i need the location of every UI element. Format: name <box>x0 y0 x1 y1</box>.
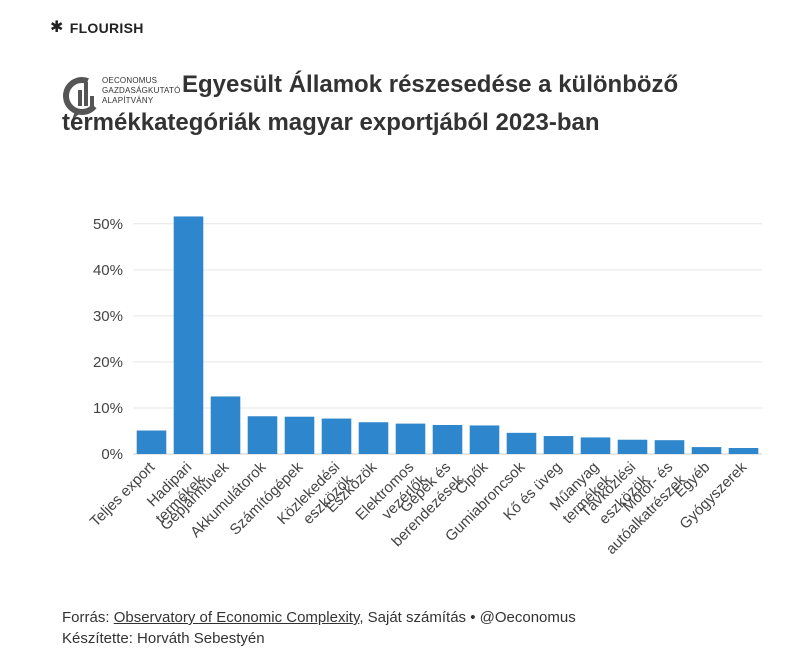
source-line: Forrás: Observatory of Economic Complexi… <box>62 609 576 626</box>
flourish-brand[interactable]: ✱ FLOURISH <box>50 19 144 37</box>
bar <box>506 432 537 454</box>
author-line: Készítette: Horváth Sebestyén <box>62 630 265 647</box>
bar <box>395 423 426 454</box>
y-tick-label: 30% <box>93 308 123 325</box>
bar <box>543 436 574 454</box>
bar <box>617 439 648 454</box>
bar <box>358 422 389 454</box>
oeconomus-logo-icon <box>63 77 101 120</box>
asterisk-icon: ✱ <box>50 19 64 36</box>
y-tick-label: 0% <box>101 446 123 463</box>
bar <box>469 425 500 454</box>
bar <box>728 448 759 454</box>
org-logo-text: OECONOMUS GAZDASÁGKUTATÓ ALAPÍTVÁNY <box>102 76 181 105</box>
chart-footer: Forrás: Observatory of Economic Complexi… <box>62 607 576 649</box>
bar <box>210 396 241 454</box>
bar <box>173 216 204 454</box>
bar <box>136 430 167 454</box>
y-tick-label: 20% <box>93 354 123 371</box>
y-tick-label: 10% <box>93 400 123 417</box>
bar <box>284 416 315 454</box>
bar <box>247 416 278 454</box>
bar <box>432 424 463 454</box>
bar <box>321 418 352 454</box>
y-tick-label: 40% <box>93 262 123 279</box>
brand-name: FLOURISH <box>69 20 144 36</box>
source-link[interactable]: Observatory of Economic Complexity <box>113 609 360 626</box>
bar-chart: 0%10%20%30%40%50%Teljes exportHadiparite… <box>87 216 762 558</box>
bar <box>691 447 722 454</box>
bar <box>654 440 685 454</box>
y-tick-label: 50% <box>93 216 123 233</box>
bar <box>580 437 611 454</box>
chart-title: Egyesült Államok részesedése a különböző… <box>62 71 679 136</box>
